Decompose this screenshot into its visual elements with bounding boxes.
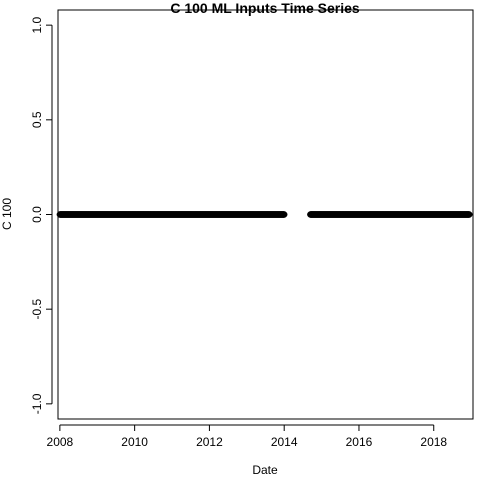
x-axis-ticks: 2008 2010 2012 2014 2016 2018 [47,425,447,449]
y-tick-label: 0.0 [30,206,44,223]
x-axis-label: Date [252,463,278,477]
y-tick-label: 0.5 [30,111,44,128]
x-tick-label: 2016 [346,435,373,449]
y-tick-label: -0.5 [30,299,44,320]
y-tick-label: 1.0 [30,16,44,33]
x-tick-label: 2014 [271,435,298,449]
y-axis-label: C 100 [0,198,14,230]
y-tick-label: -1.0 [30,393,44,414]
chart-title: C 100 ML Inputs Time Series [170,0,360,16]
x-tick-label: 2008 [47,435,74,449]
x-tick-label: 2010 [121,435,148,449]
x-tick-label: 2018 [420,435,447,449]
data-point [466,211,473,218]
x-tick-label: 2012 [196,435,223,449]
data-point [280,211,288,218]
y-axis-ticks: -1.0 -0.5 0.0 0.5 1.0 [30,16,52,414]
data-points [56,211,473,218]
